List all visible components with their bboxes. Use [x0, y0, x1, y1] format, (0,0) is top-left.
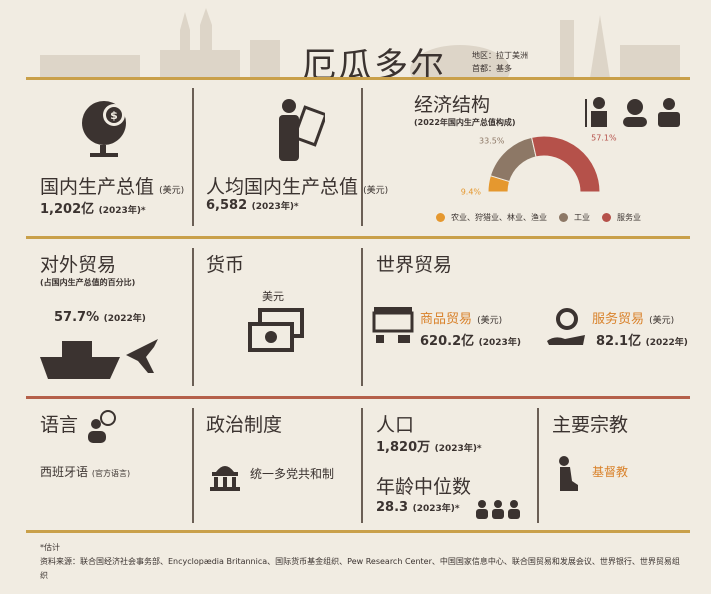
divider — [192, 88, 194, 226]
goods-year: (2023年) — [478, 338, 521, 348]
donut-slice — [531, 135, 601, 193]
donut-label: 9.4% — [461, 187, 482, 195]
median-age-label: 年龄中位数 — [376, 476, 472, 498]
language-label: 语言 — [40, 414, 79, 436]
median-age-value: 28.3 — [376, 500, 409, 515]
legend-swatch — [559, 213, 568, 222]
ship-plane-icon — [40, 339, 158, 379]
capitol-building-icon — [210, 466, 240, 491]
gdp-per-capita-label: 人均国内生产总值 — [206, 176, 359, 198]
region: 地区：拉丁美洲 — [472, 51, 528, 60]
services-unit: (美元) — [649, 316, 675, 326]
divider — [361, 248, 363, 386]
gdp-value: 1,202亿 — [40, 202, 95, 217]
economy-title: 经济结构 — [414, 94, 491, 116]
gdp-unit: (美元) — [159, 186, 185, 196]
chart-legend: 农业、狩猎业、林业、渔业 工业 服务业 — [430, 212, 641, 223]
divider — [26, 396, 690, 399]
median-age-year: (2023年)* — [412, 504, 460, 514]
economy-donut-chart: 9.4% 33.5% 57.1% — [461, 133, 617, 195]
politics-value: 统一多党共和制 — [250, 467, 335, 481]
legend-label: 农业、狩猎业、林业、渔业 — [451, 213, 547, 222]
population-label: 人口 — [376, 414, 415, 436]
services-year: (2022年) — [645, 338, 688, 348]
svg-text:$: $ — [110, 109, 118, 122]
services-trade-value: 82.1亿 — [596, 334, 642, 349]
divider — [537, 408, 539, 523]
services-gear-hand-icon — [547, 308, 585, 345]
worker-icons — [585, 97, 680, 127]
legend-swatch — [436, 213, 445, 222]
gdp-per-capita-value: 6,582 — [206, 198, 248, 213]
person-money-icon — [279, 99, 325, 161]
gdp-per-capita-unit: (美元) — [363, 186, 389, 196]
trade-sub: (占国内生产总值的百分比) — [40, 278, 136, 287]
legend-label: 服务业 — [617, 213, 641, 222]
goods-trade-value: 620.2亿 — [420, 334, 475, 349]
goods-store-icon — [372, 307, 414, 343]
divider — [361, 408, 363, 523]
donut-label: 57.1% — [591, 133, 617, 142]
trade-year: (2022年) — [103, 314, 146, 324]
divider — [26, 530, 690, 533]
legend-label: 工业 — [574, 213, 590, 222]
footnote: *估计 — [40, 543, 60, 552]
currency-label: 货币 — [206, 254, 245, 276]
divider — [361, 88, 363, 226]
services-trade-label: 服务贸易 — [592, 312, 645, 327]
gdp-year: (2023年)* — [98, 206, 146, 216]
religion-value: 基督教 — [592, 465, 629, 479]
language-value: 西班牙语 — [40, 465, 89, 479]
capital: 首都：基多 — [472, 64, 512, 73]
religion-label: 主要宗教 — [552, 414, 629, 436]
economy-subtitle: (2022年国内生产总值构成) — [414, 118, 516, 127]
politics-label: 政治制度 — [206, 414, 283, 436]
language-note: (官方语言) — [91, 469, 131, 478]
divider — [26, 77, 690, 80]
trade-value: 57.7% — [54, 310, 100, 325]
donut-label: 33.5% — [479, 137, 505, 146]
divider — [192, 248, 194, 386]
gdp-label: 国内生产总值 — [40, 176, 155, 198]
gdp-per-capita-year: (2023年)* — [251, 202, 299, 212]
praying-person-icon — [559, 456, 578, 491]
sources: 资料来源：联合国经济社会事务部、Encyclopædia Britannica、… — [40, 557, 680, 580]
trade-label: 对外贸易 — [40, 254, 117, 276]
world-trade-label: 世界贸易 — [376, 254, 453, 276]
legend-swatch — [602, 213, 611, 222]
people-group-icon — [476, 500, 520, 519]
banknote-icon — [248, 308, 304, 352]
skyline-decoration — [40, 8, 680, 78]
divider — [26, 236, 690, 239]
goods-unit: (美元) — [477, 316, 503, 326]
currency-value: 美元 — [262, 290, 284, 303]
globe-dollar-icon: $ — [82, 101, 126, 157]
population-value: 1,820万 — [376, 440, 431, 455]
speaker-icon — [88, 410, 116, 443]
divider — [192, 408, 194, 523]
population-year: (2023年)* — [434, 444, 482, 454]
goods-trade-label: 商品贸易 — [420, 312, 473, 327]
